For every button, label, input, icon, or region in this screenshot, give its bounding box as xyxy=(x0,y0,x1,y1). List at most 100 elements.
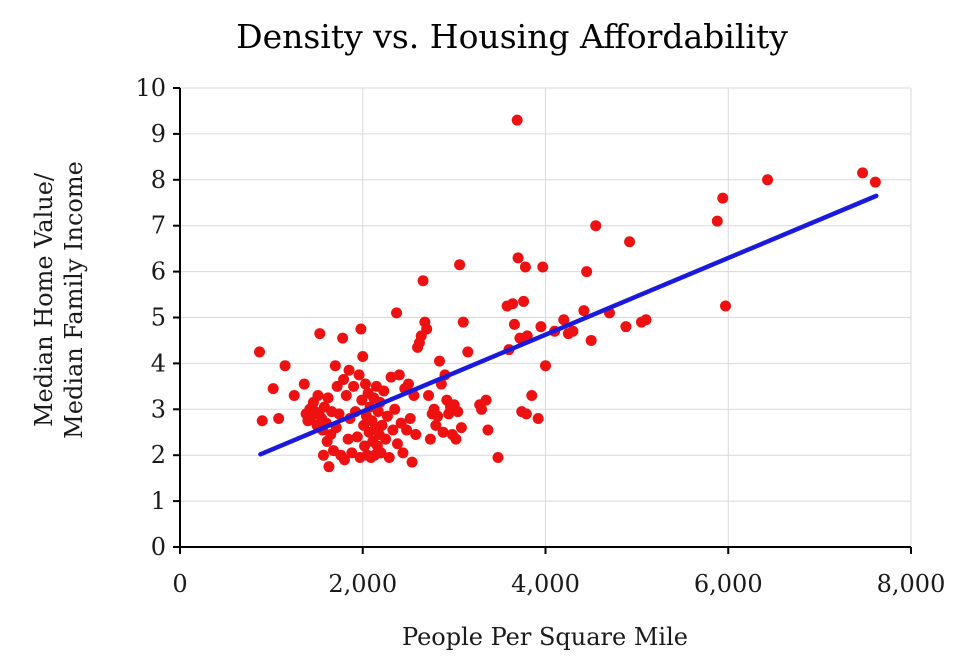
data-point-123 xyxy=(507,298,519,310)
data-point-38 xyxy=(343,364,355,376)
data-point-84 xyxy=(402,378,414,390)
data-point-6 xyxy=(298,378,310,390)
data-point-79 xyxy=(393,369,405,381)
y-axis-label: Median Home Value/ Median Family Income xyxy=(30,161,88,439)
data-point-2 xyxy=(267,383,279,395)
data-point-65 xyxy=(372,406,384,418)
data-point-120 xyxy=(492,451,504,463)
data-point-77 xyxy=(391,307,403,319)
data-point-43 xyxy=(351,431,363,443)
trendline xyxy=(258,193,879,457)
chart-title: Density vs. Housing Affordability xyxy=(236,17,788,56)
data-point-71 xyxy=(380,433,392,445)
data-point-136 xyxy=(537,261,549,273)
y-tick-label-1: 1 xyxy=(151,487,166,515)
data-point-118 xyxy=(480,394,492,406)
data-point-129 xyxy=(518,295,530,307)
data-point-35 xyxy=(338,454,350,466)
y-tick-label-4: 4 xyxy=(151,349,166,377)
data-point-36 xyxy=(340,390,352,402)
data-point-147 xyxy=(620,321,632,333)
data-point-153 xyxy=(720,300,732,312)
data-point-72 xyxy=(381,410,393,422)
y-tick-label-10: 10 xyxy=(135,74,166,102)
data-point-5 xyxy=(288,390,300,402)
x-tick-label-0: 0 xyxy=(172,570,187,598)
data-point-78 xyxy=(391,438,403,450)
data-point-115 xyxy=(462,346,474,358)
data-point-103 xyxy=(437,426,449,438)
data-point-151 xyxy=(711,215,723,227)
data-point-119 xyxy=(482,424,494,436)
data-point-92 xyxy=(417,275,429,287)
data-point-144 xyxy=(585,334,597,346)
data-point-155 xyxy=(857,167,869,179)
data-point-113 xyxy=(455,422,467,434)
data-point-4 xyxy=(279,360,291,372)
data-point-23 xyxy=(322,392,334,404)
data-point-0 xyxy=(253,346,265,358)
x-tick-label-6000: 6,000 xyxy=(694,570,763,598)
y-tick-label-8: 8 xyxy=(151,166,166,194)
data-point-30 xyxy=(331,380,343,392)
data-point-33 xyxy=(337,332,349,344)
data-point-28 xyxy=(329,360,341,372)
data-point-31 xyxy=(333,408,345,420)
data-point-114 xyxy=(457,316,469,328)
data-point-46 xyxy=(355,323,367,335)
data-point-86 xyxy=(406,456,418,468)
data-point-96 xyxy=(424,433,436,445)
data-point-137 xyxy=(540,360,551,372)
data-point-150 xyxy=(640,314,652,326)
data-point-148 xyxy=(624,236,636,248)
trendline-layer xyxy=(258,193,879,457)
data-point-99 xyxy=(430,419,442,431)
data-point-69 xyxy=(376,419,388,431)
x-tick-label-2000: 2,000 xyxy=(328,570,397,598)
data-point-130 xyxy=(519,261,531,273)
data-point-156 xyxy=(869,176,881,188)
y-tick-label-0: 0 xyxy=(151,533,166,561)
data-point-88 xyxy=(410,429,422,441)
data-points xyxy=(253,114,881,473)
y-axis-label-line-1: Median Home Value/ xyxy=(30,172,58,427)
data-point-14 xyxy=(312,390,324,402)
y-tick-label-5: 5 xyxy=(151,304,166,332)
data-point-47 xyxy=(356,394,368,406)
data-point-68 xyxy=(375,447,387,459)
data-point-117 xyxy=(476,403,488,415)
data-point-73 xyxy=(383,451,395,463)
data-point-75 xyxy=(387,424,399,436)
data-point-145 xyxy=(590,220,602,232)
data-point-143 xyxy=(581,266,593,278)
data-point-132 xyxy=(521,330,533,342)
y-tick-label-3: 3 xyxy=(151,395,166,423)
data-point-1 xyxy=(256,415,268,427)
data-point-44 xyxy=(353,369,365,381)
data-point-110 xyxy=(450,433,462,445)
data-point-134 xyxy=(532,412,544,424)
y-tick-label-6: 6 xyxy=(151,258,166,286)
data-point-135 xyxy=(535,321,547,333)
y-tick-label-7: 7 xyxy=(151,212,166,240)
data-point-124 xyxy=(508,318,520,330)
data-point-16 xyxy=(314,328,326,340)
data-point-85 xyxy=(404,412,416,424)
data-point-34 xyxy=(338,373,350,385)
data-point-139 xyxy=(558,314,570,326)
data-point-37 xyxy=(342,433,354,445)
data-point-141 xyxy=(567,325,579,337)
grid-lines xyxy=(180,87,912,547)
data-point-81 xyxy=(397,447,409,459)
x-tick-label-8000: 8,000 xyxy=(877,570,946,598)
data-point-48 xyxy=(357,351,369,363)
data-point-70 xyxy=(378,385,390,397)
data-point-94 xyxy=(421,323,433,335)
data-point-40 xyxy=(346,447,358,459)
data-point-41 xyxy=(348,380,360,392)
data-point-111 xyxy=(452,406,464,418)
x-axis-label: People Per Square Mile xyxy=(402,623,688,651)
data-point-19 xyxy=(317,449,329,461)
y-axis-label-line-2: Median Family Income xyxy=(60,161,88,439)
